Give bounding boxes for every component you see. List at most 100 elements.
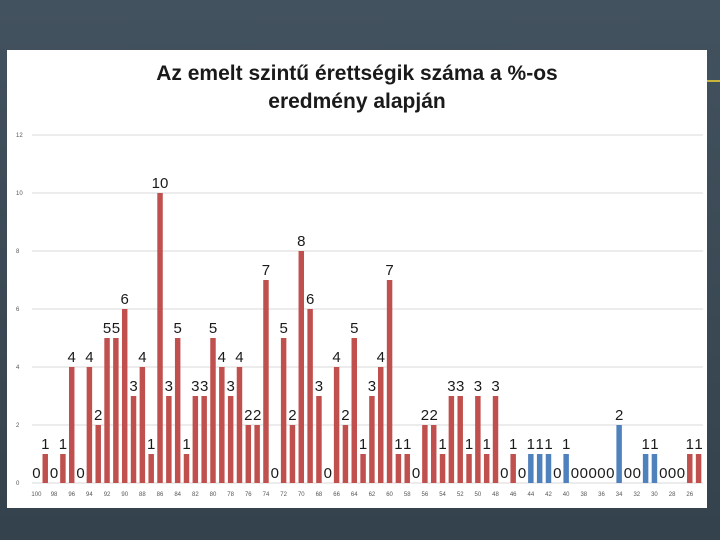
x-tick-label: 62: [369, 492, 376, 498]
data-label: 10: [152, 175, 169, 192]
bar: [483, 454, 490, 483]
data-label: 0: [271, 465, 279, 482]
data-label: 1: [694, 436, 702, 453]
x-tick-label: 94: [86, 492, 93, 498]
data-label: 1: [394, 436, 402, 453]
data-label: 0: [500, 465, 508, 482]
bar: [651, 454, 658, 483]
bar: [174, 338, 181, 483]
data-label: 0: [50, 465, 58, 482]
data-label: 8: [297, 233, 305, 250]
bar: [475, 396, 481, 483]
bar: [616, 425, 622, 483]
bar: [254, 425, 260, 483]
data-label: 3: [447, 378, 455, 395]
bar: [95, 425, 101, 483]
x-tick-label: 26: [686, 492, 693, 498]
data-label: 7: [385, 262, 393, 279]
x-tick-label: 76: [245, 492, 252, 498]
bar: [378, 367, 384, 483]
x-tick-label: 64: [351, 492, 358, 498]
bar: [342, 425, 349, 483]
bar: [510, 454, 516, 483]
x-tick-label: 50: [475, 492, 482, 498]
y-tick-label: 10: [16, 191, 23, 197]
bar: [333, 367, 340, 483]
data-label: 1: [562, 436, 570, 453]
bar: [219, 367, 225, 483]
y-tick-label: 12: [16, 133, 23, 139]
x-tick-label: 92: [104, 492, 111, 498]
data-label: 1: [509, 436, 517, 453]
bar: [263, 280, 269, 483]
chart-panel: Az emelt szintű érettségik száma a %-os …: [7, 50, 707, 508]
data-label: 0: [580, 465, 588, 482]
chart-title-line-2: eredmény alapján: [268, 90, 446, 113]
bar: [316, 396, 322, 483]
data-label: 1: [650, 436, 658, 453]
bar: [642, 454, 649, 483]
x-tick-label: 44: [527, 492, 534, 498]
bar: [687, 454, 693, 483]
bar: [121, 309, 128, 483]
x-tick-label: 96: [68, 492, 75, 498]
bar: [157, 193, 163, 483]
x-tick-label: 36: [598, 492, 605, 498]
data-label: 7: [262, 262, 270, 279]
data-label: 2: [615, 407, 623, 424]
data-label: 0: [324, 465, 332, 482]
x-tick-label: 48: [492, 492, 499, 498]
data-label: 0: [659, 465, 667, 482]
data-label: 1: [182, 436, 190, 453]
x-tick-label: 28: [669, 492, 676, 498]
x-tick-label: 30: [651, 492, 658, 498]
x-tick-label: 98: [51, 492, 58, 498]
data-label: 0: [606, 465, 614, 482]
data-label: 3: [200, 378, 208, 395]
data-label: 1: [686, 436, 694, 453]
data-label: 1: [527, 436, 535, 453]
data-label: 1: [465, 436, 473, 453]
data-label: 3: [191, 378, 199, 395]
x-tick-label: 70: [298, 492, 305, 498]
bar: [457, 396, 463, 483]
data-label: 2: [94, 407, 102, 424]
bar: [289, 425, 296, 483]
bar: [68, 367, 75, 483]
data-label: 5: [103, 320, 111, 337]
x-tick-label: 86: [157, 492, 164, 498]
bar: [439, 454, 446, 483]
bar: [183, 454, 190, 483]
x-tick-label: 46: [510, 492, 517, 498]
data-label: 4: [235, 349, 243, 366]
data-label: 0: [677, 465, 685, 482]
data-label: 0: [32, 465, 40, 482]
bar: [104, 338, 110, 483]
data-label: 4: [218, 349, 226, 366]
data-label: 4: [138, 349, 146, 366]
data-label: 5: [112, 320, 120, 337]
data-label: 1: [544, 436, 552, 453]
x-tick-label: 90: [121, 492, 128, 498]
data-label: 1: [403, 436, 411, 453]
data-label: 0: [633, 465, 641, 482]
data-label: 1: [438, 436, 446, 453]
y-tick-label: 2: [16, 423, 20, 429]
bar: [563, 454, 569, 483]
y-tick-label: 8: [16, 249, 20, 255]
bar: [695, 454, 702, 483]
bar: [369, 396, 375, 483]
bar: [430, 425, 437, 483]
x-tick-label: 72: [280, 492, 287, 498]
data-label: 1: [59, 436, 67, 453]
data-label: 1: [359, 436, 367, 453]
bar: [130, 396, 137, 483]
data-label: 3: [456, 378, 464, 395]
chart-title: Az emelt szintű érettségik száma a %-os …: [7, 60, 707, 116]
x-tick-label: 68: [316, 492, 323, 498]
data-label: 6: [306, 291, 314, 308]
data-label: 1: [483, 436, 491, 453]
x-tick-label: 80: [210, 492, 217, 498]
data-label: 1: [147, 436, 155, 453]
bar: [298, 251, 305, 483]
